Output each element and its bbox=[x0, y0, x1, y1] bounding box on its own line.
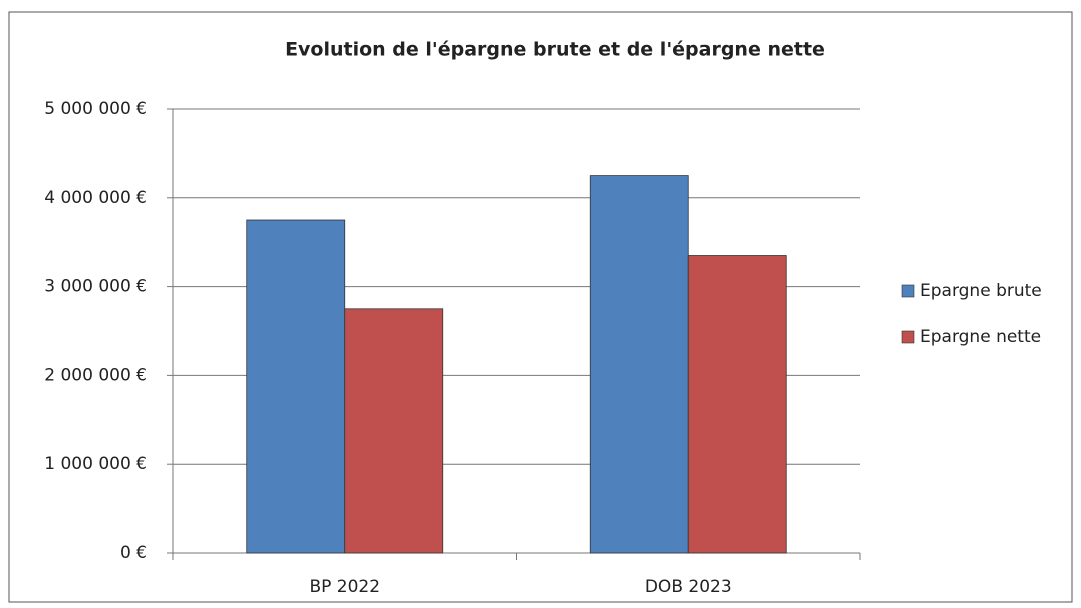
y-tick-label: 3 000 000 € bbox=[44, 277, 147, 297]
bar bbox=[344, 308, 444, 554]
y-tick-label: 0 € bbox=[120, 543, 147, 563]
y-tick-label: 4 000 000 € bbox=[44, 188, 147, 208]
chart-border bbox=[8, 11, 1073, 603]
legend-swatch bbox=[901, 284, 915, 298]
chart-title: Evolution de l'épargne brute et de l'épa… bbox=[285, 39, 825, 61]
bar bbox=[246, 219, 346, 554]
bar bbox=[589, 175, 689, 554]
x-tick-label: BP 2022 bbox=[309, 577, 380, 597]
y-tick-label: 5 000 000 € bbox=[44, 99, 147, 119]
bar bbox=[687, 255, 787, 554]
x-tick-label: DOB 2023 bbox=[645, 577, 732, 597]
y-tick-label: 2 000 000 € bbox=[44, 365, 147, 385]
legend-label: Epargne nette bbox=[920, 327, 1041, 347]
y-tick-label: 1 000 000 € bbox=[44, 454, 147, 474]
legend-swatch bbox=[901, 330, 915, 344]
legend-label: Epargne brute bbox=[920, 281, 1042, 301]
